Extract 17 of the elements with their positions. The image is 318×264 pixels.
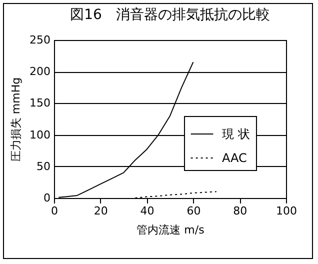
x-tick-label: 80	[233, 204, 248, 218]
x-tick-label: 60	[186, 204, 201, 218]
legend-label: AAC	[222, 151, 247, 165]
y-tick-label: 50	[36, 160, 50, 173]
x-axis-title: 管内流速 m/s	[136, 224, 205, 236]
text: 現 状	[222, 127, 250, 141]
y-tick-label: 0	[44, 192, 50, 204]
line-series	[134, 191, 217, 198]
y-tick-label: 100	[30, 128, 50, 142]
y-tick-label: 200	[30, 65, 50, 78]
y-axis-title: 圧力損失 mmHg	[10, 77, 23, 162]
chart-title: 図16 消音器の排気抵抗の比較	[70, 7, 270, 23]
y-tick-label: 250	[30, 34, 50, 46]
x-tick-label: 40	[140, 204, 154, 218]
x-tick-label: 100	[276, 204, 297, 218]
x-tick-label: 20	[94, 204, 108, 218]
y-tick-label: 150	[30, 96, 50, 110]
